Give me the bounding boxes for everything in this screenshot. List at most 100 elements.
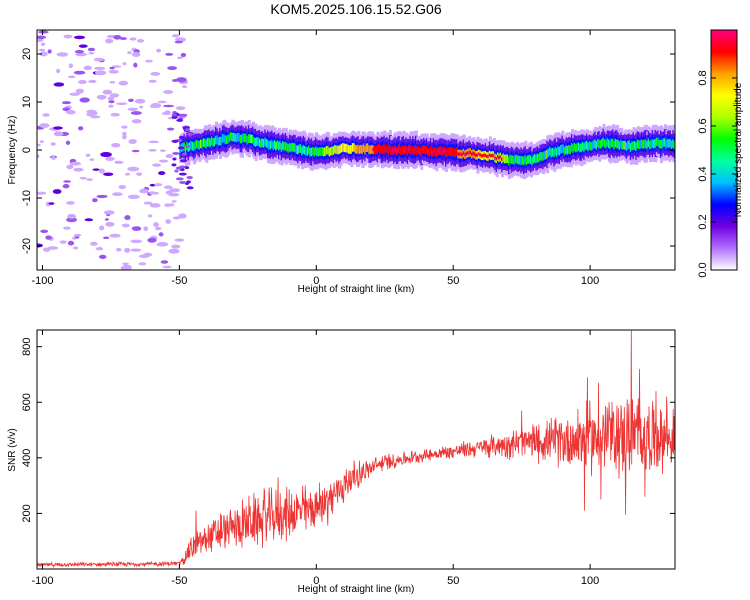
heatmap-cell: [109, 80, 116, 84]
heatmap-cell: [37, 35, 47, 40]
heatmap-cell: [39, 51, 48, 57]
heatmap-cell: [73, 35, 86, 40]
heatmap-cell: [152, 163, 162, 167]
heatmap-cell: [176, 118, 184, 122]
heatmap-cell: [175, 166, 183, 170]
heatmap-cell: [139, 105, 144, 109]
heatmap-cell: [143, 226, 149, 231]
heatmap-cell: [156, 241, 169, 247]
heatmap-cell: [177, 146, 185, 150]
heatmap-cell: [93, 66, 106, 70]
y-tick-label: 0: [21, 147, 33, 153]
heatmap-cell: [186, 136, 191, 140]
heatmap-cell: [63, 34, 73, 39]
heatmap-cell: [160, 260, 169, 264]
x-tick-label: 100: [581, 575, 599, 587]
heatmap-cell: [105, 156, 115, 161]
heatmap-cell: [37, 243, 43, 248]
heatmap-cell: [121, 82, 128, 86]
heatmap-cell: [178, 213, 187, 219]
y-tick-label: 20: [21, 48, 33, 60]
heatmap-cell: [103, 236, 110, 240]
heatmap-cell: [150, 71, 161, 76]
colorbar-tick-label: 0.6: [697, 118, 709, 133]
heatmap-cell: [179, 180, 187, 184]
heatmap-cell: [154, 226, 162, 231]
heatmap-cell: [85, 153, 91, 157]
heatmap-cell: [148, 191, 157, 195]
x-tick-label: -50: [171, 575, 187, 587]
heatmap-cell: [131, 226, 142, 231]
heatmap-cell: [136, 172, 143, 176]
snr-panel: -100 -50 0 50 100 200 400 600 800 Height of str…: [7, 329, 676, 595]
heatmap-cell: [111, 65, 122, 68]
heatmap-cell: [172, 157, 177, 161]
heatmap-cell: [149, 104, 158, 108]
heatmap-cell: [172, 151, 180, 155]
heatmap-cell: [143, 252, 153, 257]
heatmap-cell: [179, 159, 188, 163]
y-tick-label: 800: [21, 337, 33, 355]
heatmap-cell: [147, 214, 153, 218]
heatmap-cell: [66, 201, 75, 205]
x-tick-label: -50: [171, 275, 187, 287]
heatmap-cell: [129, 37, 137, 41]
heatmap-cell: [53, 131, 64, 137]
heatmap-cell: [184, 144, 191, 148]
heatmap-cell: [75, 235, 80, 239]
heatmap-cell: [47, 49, 52, 54]
heatmap-cell: [69, 92, 80, 96]
snr-y-ticks: 200 400 600 800: [21, 337, 675, 523]
heatmap-cell: [175, 177, 184, 181]
heatmap-cell: [113, 34, 122, 40]
heatmap-cell: [56, 68, 61, 74]
colorbar-label: Normalized spectral amplitude: [733, 82, 744, 217]
heatmap-cell: [88, 52, 95, 55]
heatmap-cell: [172, 216, 181, 220]
snr-frame: [36, 329, 676, 570]
heatmap-cell: [108, 100, 115, 104]
heatmap-cell: [144, 59, 153, 63]
heatmap-cell: [148, 140, 160, 144]
spectrogram-y-ticks: -20 -10 0 10 20: [21, 48, 675, 254]
heatmap-cell: [167, 66, 177, 71]
heatmap-cell: [672, 139, 675, 148]
heatmap-cell: [181, 152, 188, 156]
heatmap-cell: [119, 37, 127, 40]
heatmap-cell: [154, 183, 163, 187]
heatmap-cell: [163, 90, 174, 94]
heatmap-cell: [163, 185, 173, 189]
heatmap-cell: [50, 142, 56, 146]
heatmap-cell: [178, 79, 186, 83]
snr-series-line: [37, 330, 675, 569]
heatmap-cell: [122, 262, 129, 266]
x-tick-label: -100: [31, 275, 53, 287]
heatmap-cell: [40, 229, 49, 233]
heatmap-cell: [77, 80, 87, 85]
heatmap-cell: [158, 232, 164, 237]
snr-y-axis-label: SNR (v/v): [7, 428, 18, 471]
heatmap-cell: [127, 107, 139, 111]
page-title: KOM5.2025.106.15.52.G06: [270, 1, 441, 17]
heatmap-cell: [127, 166, 140, 172]
heatmap-cell: [37, 143, 41, 147]
heatmap-cell: [130, 239, 143, 244]
heatmap-cell: [96, 194, 108, 199]
heatmap-cell: [68, 63, 74, 69]
heatmap-cell: [111, 142, 121, 148]
heatmap-cell: [178, 172, 187, 176]
heatmap-cell: [124, 247, 131, 253]
heatmap-cell: [40, 42, 46, 46]
x-tick-label: 100: [581, 275, 599, 287]
heatmap-cell: [184, 166, 190, 170]
heatmap-cell: [115, 247, 122, 252]
heatmap-cell: [148, 148, 157, 152]
heatmap-cell: [84, 218, 94, 222]
heatmap-cell: [109, 66, 115, 70]
heatmap-cell: [186, 186, 194, 190]
y-tick-label: 10: [21, 96, 33, 108]
heatmap-cell: [86, 178, 93, 182]
heatmap-cell: [130, 248, 142, 252]
heatmap-cell: [120, 265, 132, 270]
heatmap-cell: [62, 183, 70, 189]
